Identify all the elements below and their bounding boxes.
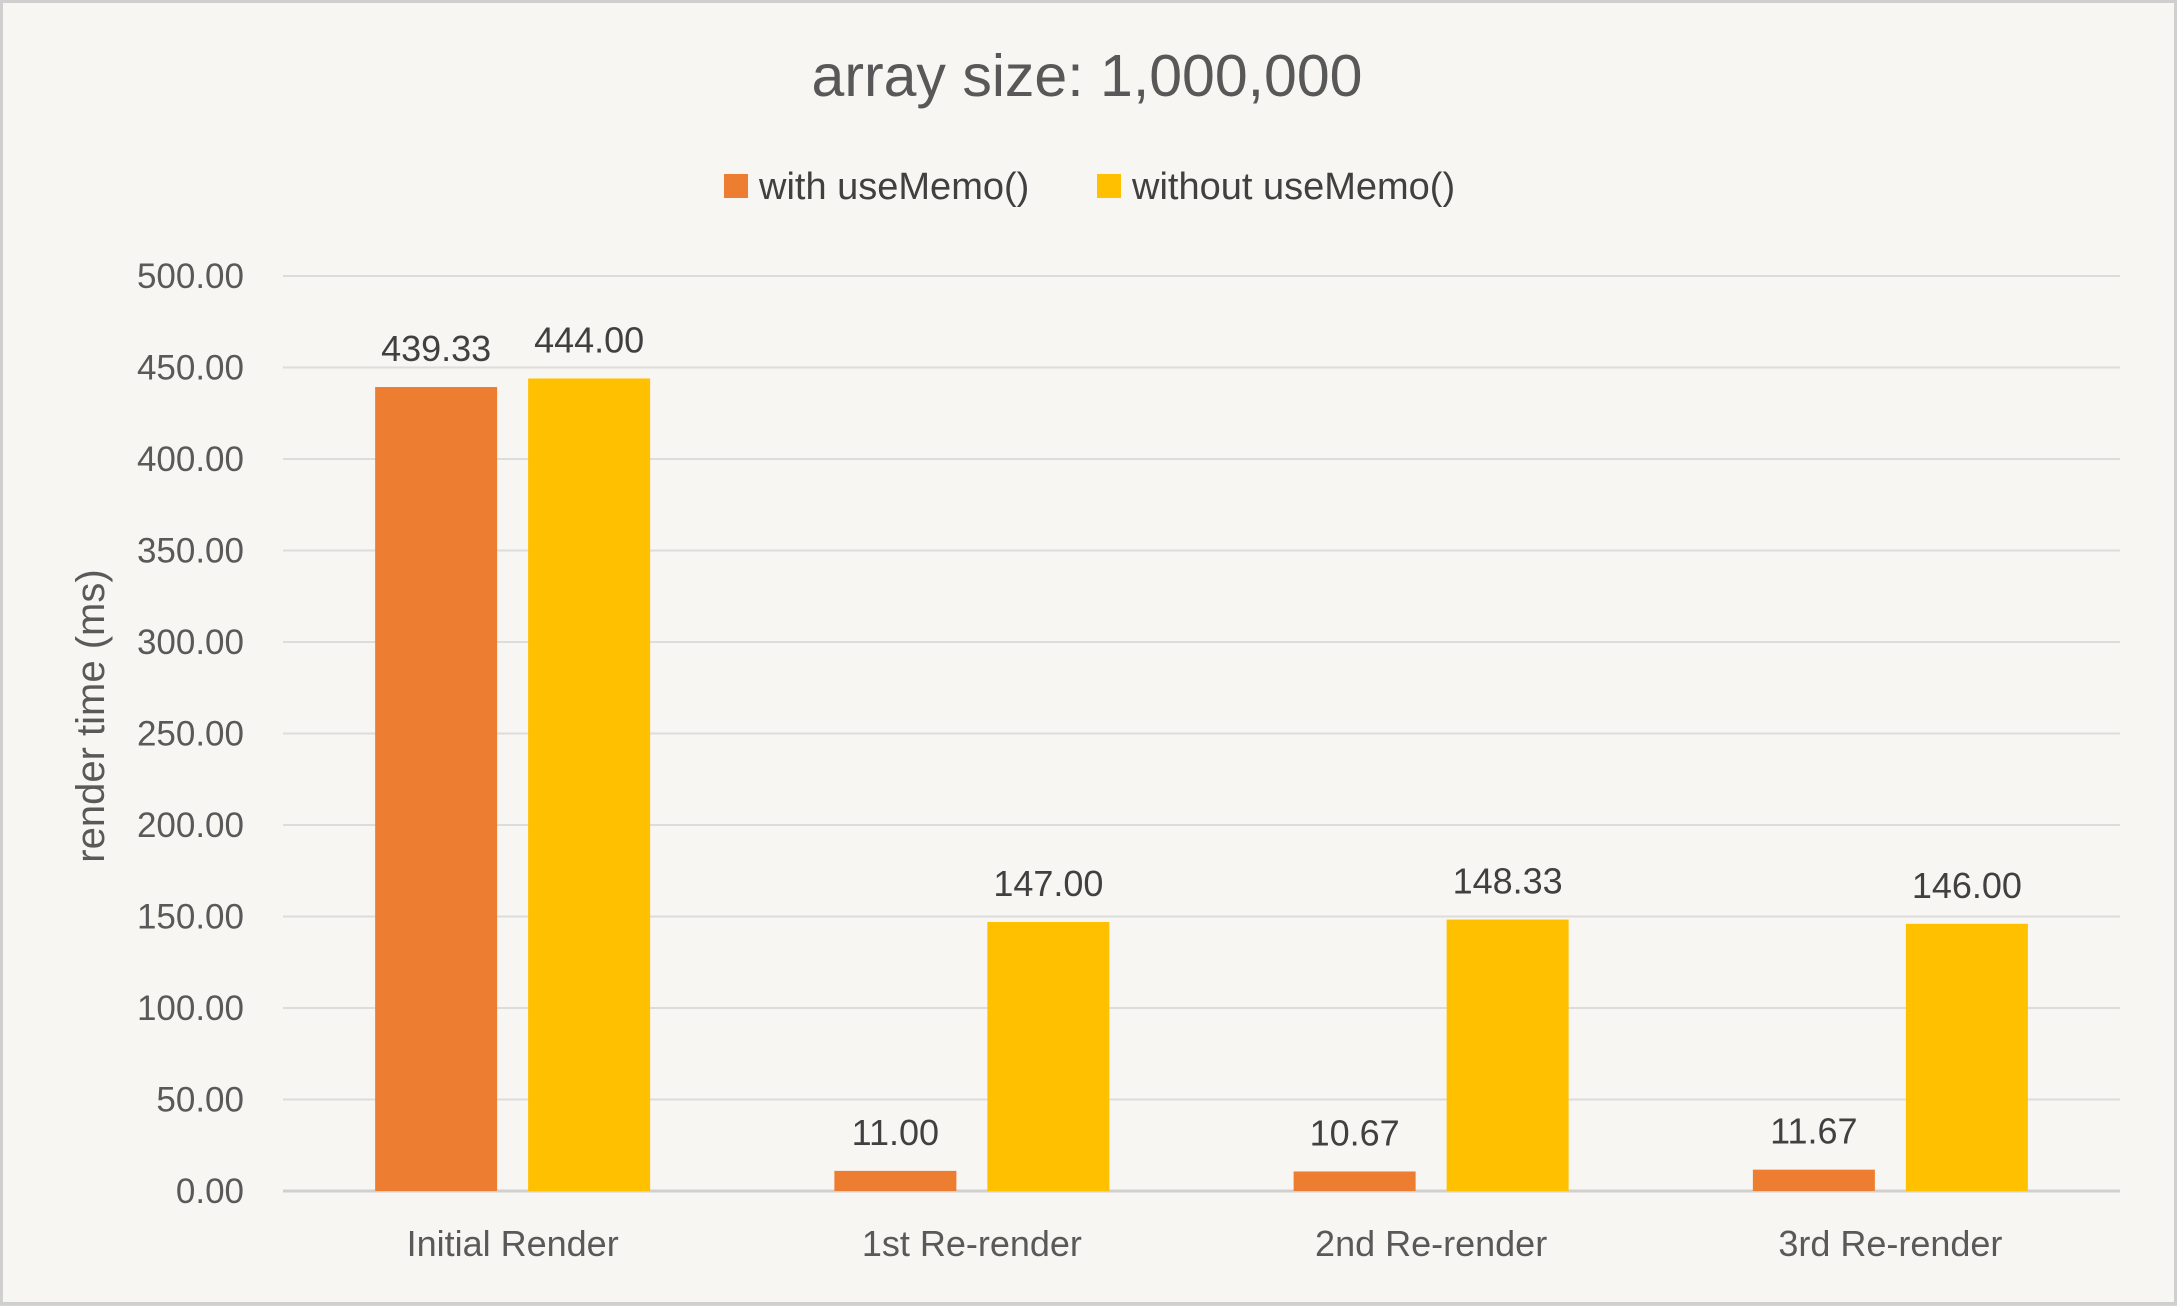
y-axis-title: render time (ms) [69,569,113,862]
bar-without-usememo [528,378,651,1192]
bar-with-usememo [375,387,498,1191]
bar-without-usememo [1905,923,2028,1191]
bar-without-usememo [987,921,1110,1191]
x-category-label: Initial Render [407,1223,619,1264]
y-tick-label: 350.00 [137,532,244,571]
data-label: 147.00 [993,863,1103,904]
y-tick-label: 0.00 [176,1172,244,1211]
bar-with-usememo [1752,1169,1875,1191]
legend-label: without useMemo() [1131,166,1455,208]
legend-swatch [724,174,748,198]
data-label: 11.00 [852,1112,939,1153]
data-label: 444.00 [534,319,644,360]
x-axis-categories: Initial Render 1st Re-render 2nd Re-render… [407,1223,2003,1264]
legend-swatch [1097,174,1121,198]
y-axis-ticks: 0.00 50.00 100.00 150.00 200.00 250.00 300.00 3… [137,257,244,1211]
y-tick-label: 300.00 [137,623,244,662]
bar-with-usememo [834,1170,957,1191]
x-category-label: 2nd Re-render [1315,1223,1547,1264]
data-label: 10.67 [1310,1112,1400,1153]
legend: with useMemo() without useMemo() [724,166,1455,208]
y-tick-label: 500.00 [137,257,244,296]
bar-without-usememo [1446,919,1569,1191]
x-category-label: 1st Re-render [862,1223,1082,1264]
x-category-label: 3rd Re-render [1778,1223,2002,1264]
data-label: 148.33 [1453,861,1563,902]
bar-with-usememo [1293,1171,1416,1191]
y-tick-label: 200.00 [137,806,244,845]
y-tick-label: 400.00 [137,440,244,479]
data-label: 146.00 [1912,865,2022,906]
data-label: 439.33 [381,328,491,369]
y-tick-label: 250.00 [137,715,244,754]
y-tick-label: 100.00 [137,989,244,1028]
y-tick-label: 450.00 [137,349,244,388]
legend-label: with useMemo() [758,166,1029,208]
data-labels: 439.33 444.00 11.00 147.00 10.67 148.33 11.67 1… [381,319,2022,1153]
y-tick-label: 50.00 [156,1081,244,1120]
y-tick-label: 150.00 [137,898,244,937]
bars [375,378,2028,1192]
data-label: 11.67 [1770,1111,1857,1152]
chart-title: array size: 1,000,000 [812,43,1363,109]
